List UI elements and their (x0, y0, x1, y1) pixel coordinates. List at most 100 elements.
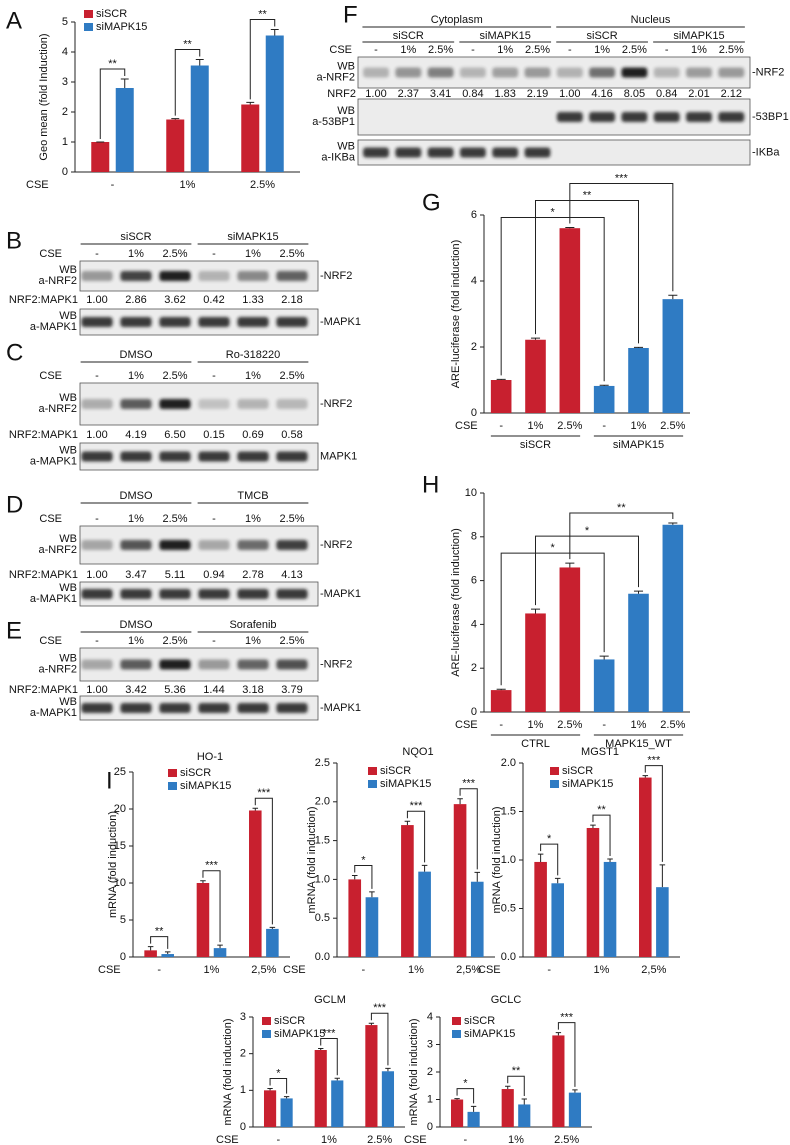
bar (166, 119, 185, 172)
row-label: WB (59, 582, 77, 594)
bar (365, 897, 379, 957)
legend-swatch (262, 1030, 271, 1038)
lane-label: 2.5% (525, 44, 550, 56)
error-bar (607, 858, 613, 862)
group-header: DMSO (120, 349, 153, 361)
quant-value: 2.01 (688, 88, 709, 100)
bar (241, 104, 260, 172)
x-tick-label: 1% (508, 1134, 524, 1145)
lane-label: 2.5% (279, 513, 304, 525)
cse-label: CSE (329, 44, 352, 56)
bar (639, 777, 652, 957)
significance-bracket (535, 200, 639, 344)
bar (518, 1104, 531, 1127)
group-header: siMAPK15 (227, 231, 278, 243)
band (589, 112, 616, 122)
bar (144, 950, 157, 957)
quant-label: NRF2:MAPK1 (9, 294, 78, 306)
panel-letter: F (343, 1, 358, 28)
band (363, 147, 389, 158)
band (159, 399, 191, 409)
band (237, 451, 269, 462)
legend-label: siSCR (562, 765, 593, 777)
quant-value: 3.42 (125, 684, 146, 696)
bar (196, 883, 210, 957)
error-bar (334, 1077, 340, 1081)
x-tick-label: 1% (631, 420, 647, 432)
lane-label: 2.5% (719, 44, 744, 56)
quant-value: 1.00 (86, 569, 107, 581)
y-tick-label: 5 (120, 914, 126, 926)
x-tick-label: 1% (204, 964, 220, 976)
significance-label: * (276, 1067, 281, 1079)
band-label: -NRF2 (320, 270, 352, 282)
band-label: -IKBa (752, 146, 780, 158)
bar (628, 347, 649, 413)
significance-bracket (150, 936, 169, 949)
row-label: WB (59, 310, 77, 322)
y-tick-label: 4 (427, 1011, 433, 1023)
significance-label: *** (462, 778, 476, 790)
group-header: siSCR (587, 30, 618, 42)
significance-label: * (585, 525, 590, 537)
bar (501, 1089, 514, 1127)
lane-label: 1% (400, 44, 416, 56)
band (81, 271, 113, 281)
y-tick-label: 0 (120, 951, 126, 963)
x-tick-label: - (499, 420, 503, 432)
quant-label: NRF2:MAPK1 (9, 684, 78, 696)
band (524, 67, 551, 78)
error-bar (521, 1098, 527, 1105)
y-tick-label: 2.5 (315, 757, 330, 769)
quant-value: 2.37 (398, 88, 419, 100)
band (556, 112, 583, 122)
blot-membrane (357, 139, 751, 166)
significance-bracket (202, 870, 221, 943)
row-label: a-MAPK1 (30, 321, 77, 333)
error-bar (572, 1089, 578, 1093)
band (198, 703, 230, 713)
band-label: -NRF2 (320, 658, 352, 670)
x-axis-label: CSE (26, 179, 49, 191)
x-axis-label: CSE (404, 1134, 427, 1145)
band (120, 589, 152, 599)
row-label: WB (59, 392, 77, 404)
y-tick-label: 1.0 (315, 873, 330, 885)
y-tick-label: 2 (471, 662, 477, 674)
quant-value: 1.00 (86, 429, 107, 441)
y-axis-label: mRNA (fold induction) (107, 811, 119, 918)
bar (490, 690, 512, 712)
bar (365, 1025, 378, 1127)
bar (628, 593, 649, 712)
quant-value: 1.83 (494, 88, 515, 100)
band (621, 112, 648, 122)
significance-label: ** (512, 1065, 521, 1077)
error-bar (496, 378, 506, 380)
error-bar (668, 522, 678, 525)
row-label: a-53BP1 (312, 116, 355, 128)
significance-bracket (507, 1075, 525, 1096)
band (686, 67, 712, 78)
bar (161, 954, 174, 957)
group-header: siSCR (120, 231, 151, 243)
legend-swatch (368, 767, 377, 775)
error-bar (470, 1105, 477, 1112)
bar (490, 380, 512, 413)
x-tick-label: - (276, 1134, 280, 1145)
row-label: WB (59, 652, 77, 664)
band-label: -53BP1 (752, 111, 789, 123)
y-axis-label: Geo mean (fold Induction) (38, 33, 50, 160)
error-bar (599, 655, 609, 660)
significance-label: * (551, 542, 556, 554)
band-label: -NRF2 (320, 539, 352, 551)
lane-label: 1% (245, 635, 261, 647)
significance-label: *** (615, 172, 629, 184)
error-bar (565, 227, 575, 229)
significance-label: ** (258, 8, 267, 20)
legend-swatch (84, 10, 93, 18)
lane-label: - (568, 44, 572, 56)
x-tick-label: - (111, 179, 115, 191)
significance-label: * (547, 833, 552, 845)
lane-label: - (212, 248, 216, 260)
row-label: a-IKBa (321, 151, 356, 163)
